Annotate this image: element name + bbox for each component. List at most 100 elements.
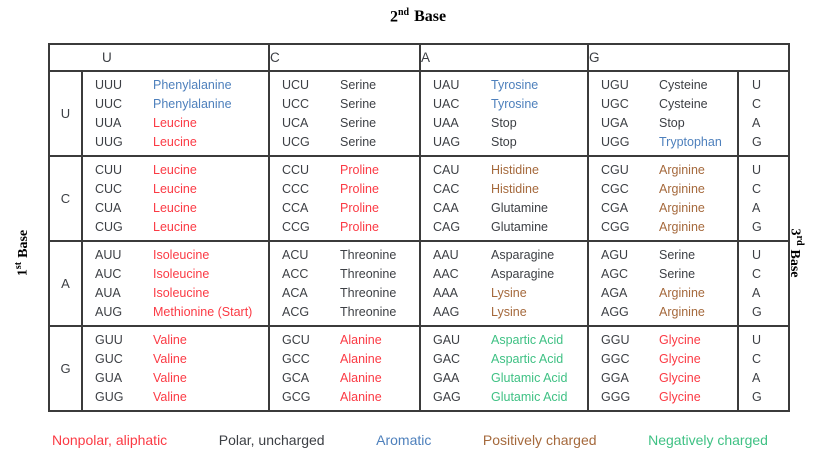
amino-acid: Tryptophan <box>659 134 722 149</box>
second-base-axis-title: 2nd Base <box>48 7 788 26</box>
amino-acid: Asparagine <box>491 247 555 262</box>
codon: CCU <box>282 162 310 177</box>
codon-entry: ACA Threonine <box>270 284 419 303</box>
codon-entry: ACG Threonine <box>270 303 419 322</box>
amino-acid: Valine <box>153 351 187 366</box>
codon-entry: CUC Leucine <box>83 180 268 199</box>
amino-acid: Cysteine <box>659 96 708 111</box>
amino-acid: Proline <box>340 181 379 196</box>
codon-entry: CCU Proline <box>270 161 419 180</box>
third-base-letter: A <box>752 115 761 130</box>
codon-cell: CCU Proline CCC Proline CCA Proline CCG Proline <box>268 155 421 242</box>
third-base-letter: C <box>752 181 762 196</box>
amino-acid: Glycine <box>659 351 701 366</box>
amino-acid: Leucine <box>153 134 197 149</box>
third-base-letter: G <box>752 134 762 149</box>
codon: GGG <box>601 389 631 404</box>
codon: CAA <box>433 200 459 215</box>
amino-acid: Arginine <box>659 219 705 234</box>
codon: GAA <box>433 370 460 385</box>
codon: ACA <box>282 285 308 300</box>
amino-acid: Proline <box>340 162 379 177</box>
amino-acid: Serine <box>659 266 696 281</box>
codon-entry: CUG Leucine <box>83 218 268 237</box>
codon: AAC <box>433 266 459 281</box>
amino-acid: Serine <box>659 247 696 262</box>
title-word: Base <box>414 8 447 26</box>
codon: CGC <box>601 181 629 196</box>
second-base-header-c: C <box>268 43 421 72</box>
amino-acid: Leucine <box>153 181 197 196</box>
codon: UAU <box>433 77 460 92</box>
amino-acid: Histidine <box>491 162 539 177</box>
codon-entry: CGU Arginine <box>589 161 737 180</box>
codon-entry: AGA Arginine <box>589 284 737 303</box>
codon-entry: GCA Alanine <box>270 369 419 388</box>
third-base-letter: U <box>752 332 762 347</box>
codon: GCA <box>282 370 310 385</box>
codon-entry: UAU Tyrosine <box>421 76 587 95</box>
amino-acid: Lysine <box>491 304 527 319</box>
amino-acid: Serine <box>340 134 377 149</box>
codon: UUG <box>95 134 123 149</box>
codon-entry: GGA Glycine <box>589 369 737 388</box>
amino-acid: Arginine <box>659 200 705 215</box>
amino-acid: Glycine <box>659 370 701 385</box>
codon-entry: UGU Cysteine <box>589 76 737 95</box>
amino-acid: Glycine <box>659 332 701 347</box>
codon-entry: CUU Leucine <box>83 161 268 180</box>
codon: UGA <box>601 115 629 130</box>
amino-acid: Stop <box>491 134 517 149</box>
codon: ACG <box>282 304 310 319</box>
third-base-letter: U <box>752 77 762 92</box>
codon: UAC <box>433 96 460 111</box>
third-base-axis-title: 3rdBase <box>787 213 808 293</box>
third-base-letter: G <box>752 219 762 234</box>
amino-acid: Glycine <box>659 389 701 404</box>
codon-entry: UCU Serine <box>270 76 419 95</box>
codon: CUG <box>95 219 123 234</box>
codon-entry: CCG Proline <box>270 218 419 237</box>
codon: GGU <box>601 332 630 347</box>
legend-positive: Positively charged <box>482 432 597 448</box>
codon: GUA <box>95 370 123 385</box>
codon: CAC <box>433 181 460 196</box>
codon-entry: CAG Glutamine <box>421 218 587 237</box>
codon-row-group-U: U UUU Phenylalanine UUC Phenylalanine UUA Leuc… <box>48 70 791 157</box>
third-base-letter: A <box>752 200 761 215</box>
codon-entry: CGA Arginine <box>589 199 737 218</box>
legend-negative: Negatively charged <box>648 432 768 448</box>
amino-acid: Aspartic Acid <box>491 332 564 347</box>
codon: GCU <box>282 332 310 347</box>
amino-acid: Stop <box>659 115 685 130</box>
codon: CGA <box>601 200 629 215</box>
codon-cell: GUU Valine GUC Valine GUA Valine GUG Valine <box>81 325 270 412</box>
codon-entry: GCU Alanine <box>270 331 419 350</box>
legend-aromatic: Aromatic <box>376 432 432 448</box>
amino-acid: Threonine <box>340 247 397 262</box>
codon: AUU <box>95 247 122 262</box>
codon-entry: AGG Arginine <box>589 303 737 322</box>
codon-cell: AAU Asparagine AAC Asparagine AAA Lysine AAG Ly… <box>419 240 589 327</box>
amino-acid: Serine <box>340 77 377 92</box>
codon-entry: UCA Serine <box>270 114 419 133</box>
codon-row-group-C: C CUU Leucine CUC Leucine CUA Leucine CUG Leucin… <box>48 155 791 242</box>
codon: AGC <box>601 266 629 281</box>
codon-cell: CAU Histidine CAC Histidine CAA Glutamine CAG G… <box>419 155 589 242</box>
codon-cell: AGU Serine AGC Serine AGA Arginine AGG Arginine <box>587 240 739 327</box>
amino-acid: Tyrosine <box>491 96 539 111</box>
amino-acid: Isoleucine <box>153 266 210 281</box>
codon-cell: UUU Phenylalanine UUC Phenylalanine UUA Leuci… <box>81 70 270 157</box>
codon: AGU <box>601 247 629 262</box>
codon: CUC <box>95 181 123 196</box>
codon: ACC <box>282 266 309 281</box>
amino-acid: Proline <box>340 219 379 234</box>
amino-acid: Threonine <box>340 285 397 300</box>
codon-entry: CUA Leucine <box>83 199 268 218</box>
codon-entry: GUG Valine <box>83 388 268 407</box>
codon: CGG <box>601 219 630 234</box>
codon: AAU <box>433 247 459 262</box>
